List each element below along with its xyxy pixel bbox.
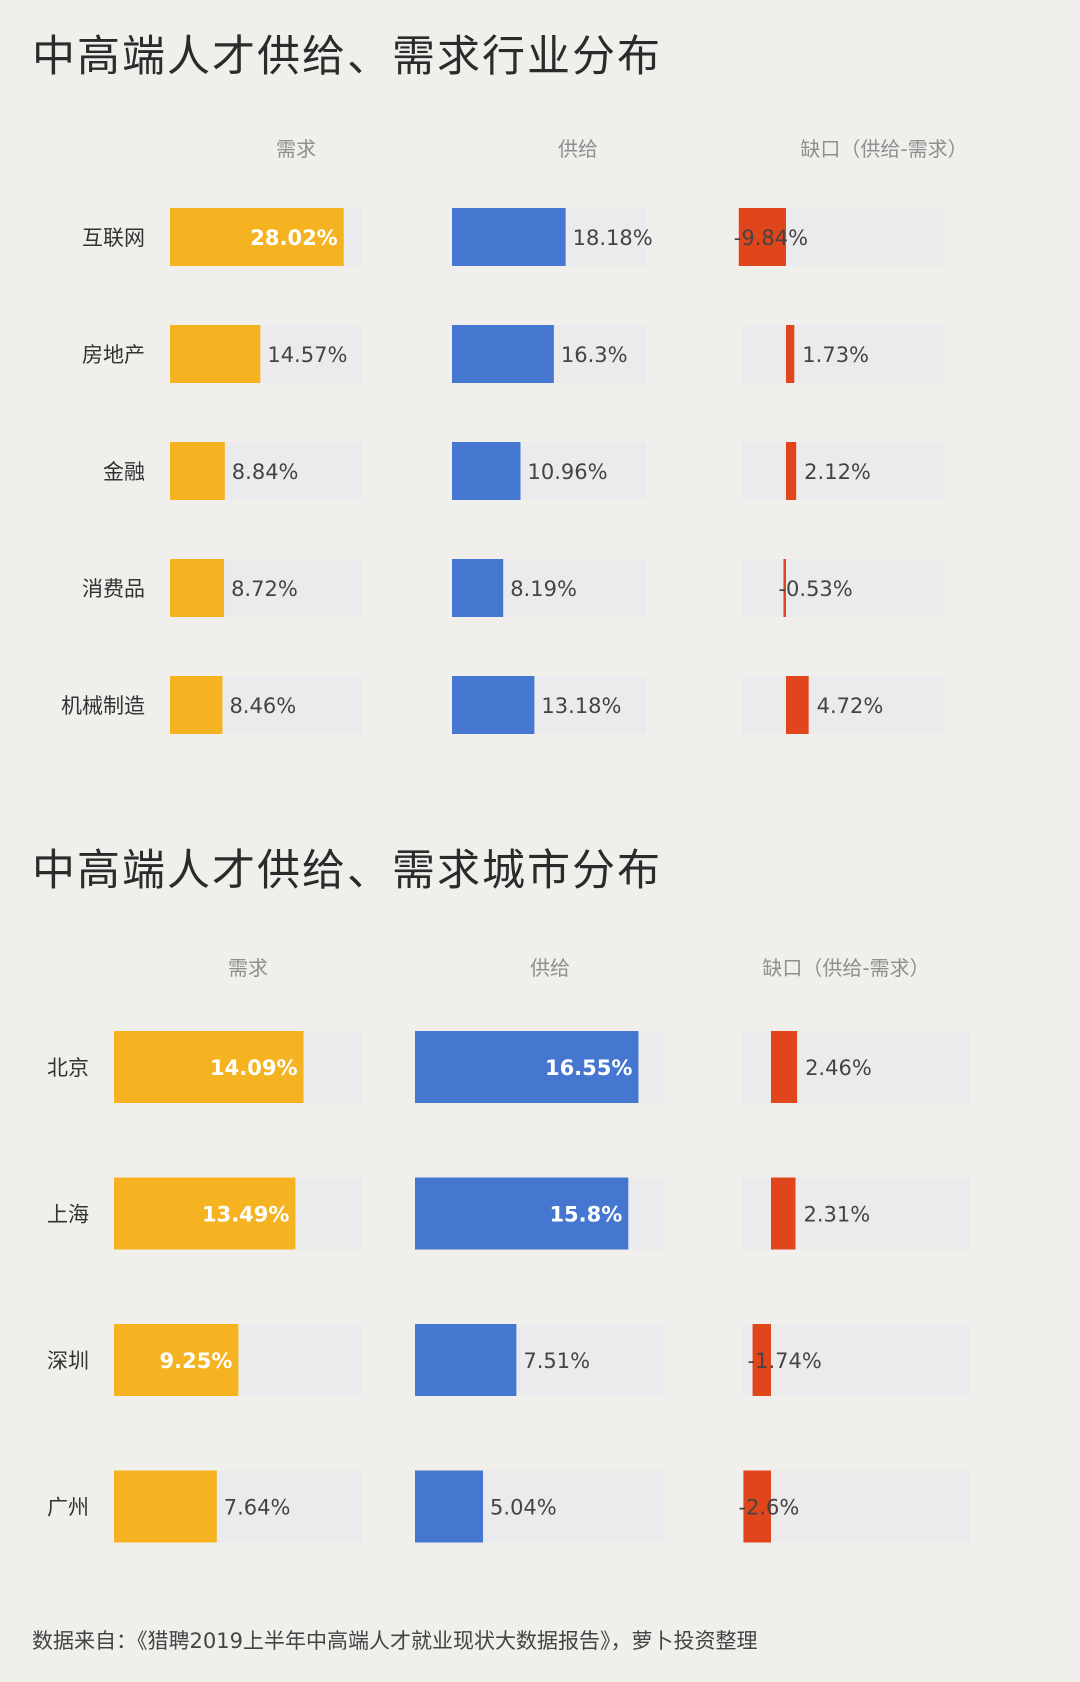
category-label: 深圳 <box>47 1349 89 1373</box>
value-label: 1.73% <box>802 343 869 367</box>
supply-bar <box>415 1324 517 1396</box>
value-label: 2.31% <box>803 1203 870 1227</box>
city-distribution-chart: 需求 供给 缺口（供给-需求） 北京 14.09% 16.55% 2.46% 上海 13.49%… <box>0 930 1080 1563</box>
value-label: 2.46% <box>805 1056 872 1080</box>
category-label: 广州 <box>47 1496 89 1520</box>
value-label: -1.74% <box>748 1349 822 1373</box>
value-label: 2.12% <box>804 460 871 484</box>
demand-bar <box>114 1177 296 1250</box>
demand-bar <box>114 1470 217 1543</box>
bar-track <box>742 1324 970 1396</box>
column-header-1: 供给 <box>530 956 570 980</box>
value-label: -0.53% <box>778 577 852 601</box>
bar-track <box>742 559 944 617</box>
value-label: 14.09% <box>210 1056 297 1080</box>
demand-bar <box>170 325 261 383</box>
category-label: 机械制造 <box>61 694 145 718</box>
supply-bar <box>452 442 521 500</box>
demand-bar <box>114 1031 304 1103</box>
supply-bar <box>452 325 554 383</box>
supply-bar <box>415 1470 484 1543</box>
demand-bar <box>170 442 225 500</box>
gap-bar <box>752 1324 771 1396</box>
value-label: 8.19% <box>510 577 577 601</box>
gap-bar <box>771 1177 796 1250</box>
bar-track <box>742 1470 970 1543</box>
industry-distribution-chart: 需求 供给 缺口（供给-需求） 互联网 28.02% 18.18% -9.84% 房地产 14.… <box>0 120 1080 754</box>
value-label: 8.46% <box>229 694 296 718</box>
value-label: 16.3% <box>561 343 628 367</box>
industry-chart-title: 中高端人才供给、需求行业分布 <box>32 32 662 82</box>
value-label: -9.84% <box>734 226 808 250</box>
gap-bar <box>786 442 797 500</box>
category-label: 房地产 <box>82 343 145 367</box>
demand-bar <box>170 208 344 266</box>
supply-bar <box>415 1177 629 1250</box>
supply-bar <box>452 208 566 266</box>
chart-svg: 需求 供给 缺口（供给-需求） 互联网 28.02% 18.18% -9.84% 房地产 14.… <box>61 137 968 734</box>
bar-track <box>742 676 944 734</box>
value-label: 8.84% <box>232 460 299 484</box>
value-label: 16.55% <box>545 1056 632 1080</box>
gap-bar <box>783 559 786 617</box>
city-chart-title: 中高端人才供给、需求城市分布 <box>32 846 662 896</box>
gap-bar <box>771 1031 798 1103</box>
value-label: 8.72% <box>231 577 298 601</box>
value-label: 5.04% <box>490 1496 557 1520</box>
demand-bar <box>170 676 223 734</box>
column-header-0: 需求 <box>276 137 316 161</box>
category-label: 金融 <box>103 460 145 484</box>
gap-bar <box>738 208 786 266</box>
bar-track <box>742 442 944 500</box>
data-source-note: 数据来自：《猎聘2019上半年中高端人才就业现状大数据报告》，萝卜投资整理 <box>32 1629 758 1653</box>
demand-bar <box>170 559 225 617</box>
value-label: 28.02% <box>250 226 337 250</box>
gap-bar <box>786 325 795 383</box>
value-label: 15.8% <box>549 1203 622 1227</box>
demand-bar <box>114 1324 239 1396</box>
supply-bar <box>415 1031 639 1103</box>
chart-svg: 需求 供给 缺口（供给-需求） 北京 14.09% 16.55% 2.46% 上海 13.49%… <box>47 956 970 1543</box>
value-label: 9.25% <box>160 1349 233 1373</box>
gap-bar <box>786 676 809 734</box>
category-label: 消费品 <box>82 577 145 601</box>
value-label: 7.51% <box>523 1349 590 1373</box>
supply-bar <box>452 559 504 617</box>
bar-track <box>742 325 944 383</box>
value-label: 4.72% <box>817 694 884 718</box>
value-label: -2.6% <box>738 1496 799 1520</box>
value-label: 13.18% <box>541 694 621 718</box>
category-label: 北京 <box>47 1056 89 1080</box>
column-header-2: 缺口（供给-需求） <box>800 137 967 161</box>
value-label: 18.18% <box>573 226 653 250</box>
column-header-0: 需求 <box>228 956 268 980</box>
column-header-1: 供给 <box>558 137 598 161</box>
supply-bar <box>452 676 535 734</box>
category-label: 上海 <box>47 1203 89 1227</box>
value-label: 13.49% <box>202 1203 289 1227</box>
value-label: 14.57% <box>267 343 347 367</box>
value-label: 7.64% <box>224 1496 291 1520</box>
column-header-2: 缺口（供给-需求） <box>762 956 929 980</box>
category-label: 互联网 <box>82 226 145 250</box>
value-label: 10.96% <box>528 460 608 484</box>
gap-bar <box>743 1470 771 1543</box>
